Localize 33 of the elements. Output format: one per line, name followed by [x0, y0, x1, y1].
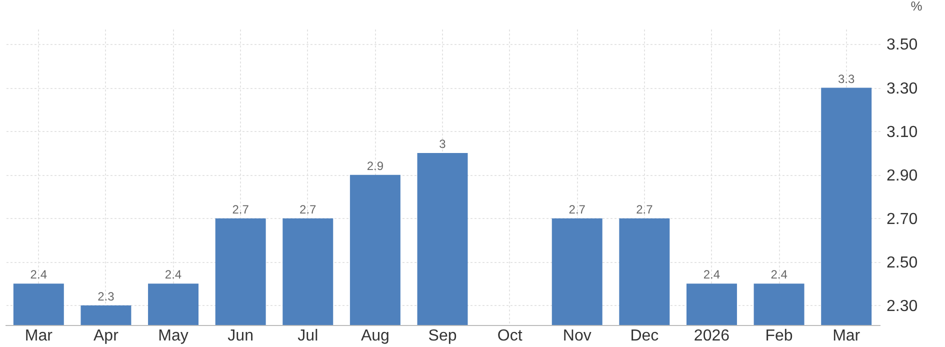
data-label: 3.3	[838, 72, 856, 86]
y-tick-label: 2.70	[886, 210, 918, 228]
data-label: 2.7	[568, 202, 586, 216]
y-tick-label: 3.30	[886, 80, 918, 98]
data-label: 2.4	[770, 268, 788, 282]
y-tick-label: 2.90	[886, 167, 918, 184]
x-tick-label: Jul	[298, 328, 318, 344]
x-tick-label: Mar	[24, 328, 54, 344]
data-label: 3	[439, 137, 446, 152]
x-tick-label: Feb	[765, 328, 793, 344]
x-tick-label: Sep	[428, 328, 457, 344]
x-tick-label: Dec	[630, 328, 659, 344]
x-tick-label: Apr	[94, 328, 120, 344]
data-label: 2.7	[232, 202, 250, 216]
y-tick-label: 3.50	[886, 36, 918, 54]
data-label: 2.7	[300, 202, 317, 216]
data-label: 2.3	[98, 289, 115, 304]
data-label: 2.4	[164, 268, 182, 282]
x-tick-label: May	[158, 328, 188, 344]
y-tick-label: 2.50	[886, 254, 918, 272]
x-tick-label: Jun	[228, 328, 254, 344]
data-label: 2.4	[30, 268, 48, 282]
data-label: 2.9	[366, 158, 384, 173]
x-tick-label: Nov	[562, 328, 592, 344]
data-label: 2.4	[703, 268, 720, 282]
y-axis-title: %	[910, 0, 923, 14]
x-tick-label: Oct	[497, 328, 523, 344]
x-tick-label: Aug	[360, 328, 390, 344]
y-tick-label: 2.30	[886, 298, 918, 315]
data-label: 2.7	[636, 202, 654, 216]
x-tick-label: Mar	[832, 328, 861, 344]
x-tick-label: 2026	[694, 328, 730, 344]
y-tick-label: 3.10	[886, 124, 918, 141]
